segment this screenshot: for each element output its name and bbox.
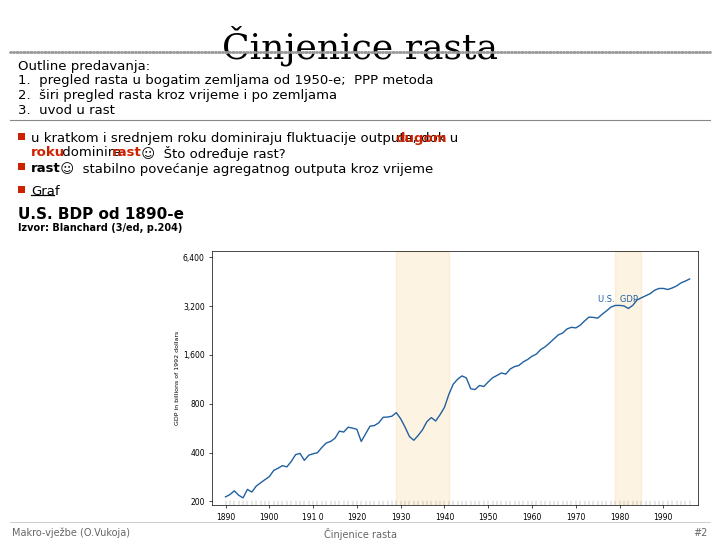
Text: rast: rast (112, 146, 142, 159)
Text: U.S.  GDP: U.S. GDP (598, 295, 638, 304)
Text: 2.  širi pregled rasta kroz vrijeme i po zemljama: 2. širi pregled rasta kroz vrijeme i po … (18, 89, 337, 102)
Bar (18, 133, 25, 140)
Text: Makro-vježbe (O.Vukoja): Makro-vježbe (O.Vukoja) (12, 528, 130, 538)
Text: ☺  Što određuje rast?: ☺ Što određuje rast? (137, 146, 286, 161)
Bar (396, 251, 449, 505)
Text: 1.  pregled rasta u bogatim zemljama od 1950-e;  PPP metoda: 1. pregled rasta u bogatim zemljama od 1… (18, 74, 433, 87)
Text: #2: #2 (693, 528, 708, 538)
Text: U.S. BDP od 1890-e: U.S. BDP od 1890-e (18, 207, 184, 222)
Text: Činjenice rasta: Činjenice rasta (222, 25, 498, 65)
Text: Izvor: Blanchard (3/ed, p.204): Izvor: Blanchard (3/ed, p.204) (18, 223, 182, 233)
Text: Graf: Graf (31, 185, 60, 198)
Text: u kratkom i srednjem roku dominiraju fluktuacije outputa, dok u: u kratkom i srednjem roku dominiraju flu… (31, 132, 462, 145)
Text: dominira: dominira (58, 146, 125, 159)
Bar (18, 163, 25, 170)
Text: dugom: dugom (395, 132, 446, 145)
Text: 3.  uvod u rast: 3. uvod u rast (18, 104, 115, 117)
Text: rast: rast (31, 162, 60, 175)
Bar (18, 186, 25, 193)
Y-axis label: GDP in billions of 1992 dollars: GDP in billions of 1992 dollars (175, 331, 180, 425)
Text: roku: roku (31, 146, 66, 159)
Text: Činjenice rasta: Činjenice rasta (323, 528, 397, 540)
Bar (615, 251, 642, 505)
Text: Outline predavanja:: Outline predavanja: (18, 60, 150, 73)
Text: ☺  stabilno povećanje agregatnog outputa kroz vrijeme: ☺ stabilno povećanje agregatnog outputa … (56, 162, 433, 176)
